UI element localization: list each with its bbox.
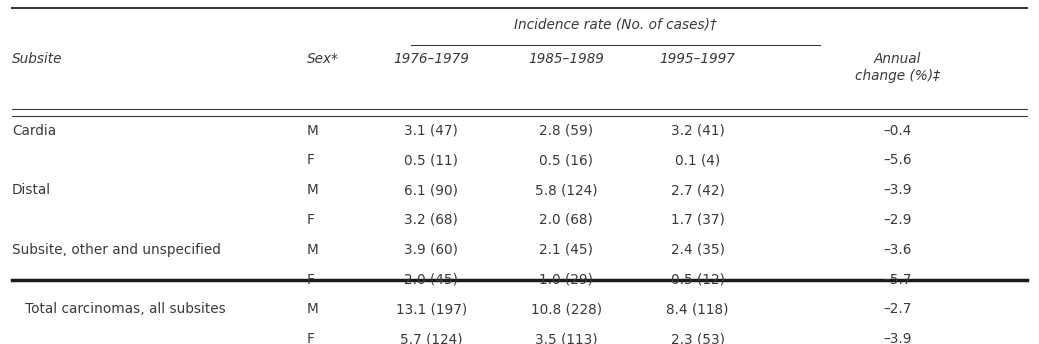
Text: F: F <box>308 272 315 287</box>
Text: 1.7 (37): 1.7 (37) <box>671 213 724 227</box>
Text: 5.7 (124): 5.7 (124) <box>400 332 462 344</box>
Text: Sex*: Sex* <box>308 53 339 66</box>
Text: 5.8 (124): 5.8 (124) <box>535 183 597 197</box>
Text: Subsite, other and unspecified: Subsite, other and unspecified <box>11 243 220 257</box>
Text: 2.3 (53): 2.3 (53) <box>671 332 725 344</box>
Text: 1985–1989: 1985–1989 <box>528 53 604 66</box>
Text: –2.9: –2.9 <box>883 213 912 227</box>
Text: M: M <box>308 302 319 316</box>
Text: 0.5 (12): 0.5 (12) <box>671 272 725 287</box>
Text: Annual
change (%)‡: Annual change (%)‡ <box>855 53 940 83</box>
Text: Distal: Distal <box>11 183 51 197</box>
Text: 6.1 (90): 6.1 (90) <box>404 183 458 197</box>
Text: 13.1 (197): 13.1 (197) <box>396 302 468 316</box>
Text: Cardia: Cardia <box>11 123 56 138</box>
Text: 2.0 (45): 2.0 (45) <box>404 272 458 287</box>
Text: 3.2 (41): 3.2 (41) <box>671 123 724 138</box>
Text: Total carcinomas, all subsites: Total carcinomas, all subsites <box>11 302 225 316</box>
Text: M: M <box>308 243 319 257</box>
Text: Subsite: Subsite <box>11 53 62 66</box>
Text: 0.1 (4): 0.1 (4) <box>675 153 720 168</box>
Text: 3.2 (68): 3.2 (68) <box>404 213 458 227</box>
Text: –5.7: –5.7 <box>883 272 912 287</box>
Text: 1.0 (29): 1.0 (29) <box>539 272 593 287</box>
Text: 3.9 (60): 3.9 (60) <box>404 243 458 257</box>
Text: F: F <box>308 153 315 168</box>
Text: –0.4: –0.4 <box>883 123 912 138</box>
Text: 2.4 (35): 2.4 (35) <box>671 243 725 257</box>
Text: –3.6: –3.6 <box>883 243 912 257</box>
Text: 10.8 (228): 10.8 (228) <box>531 302 602 316</box>
Text: Incidence rate (No. of cases)†: Incidence rate (No. of cases)† <box>514 17 717 31</box>
Text: 0.5 (11): 0.5 (11) <box>404 153 458 168</box>
Text: 3.5 (113): 3.5 (113) <box>535 332 597 344</box>
Text: M: M <box>308 183 319 197</box>
Text: –2.7: –2.7 <box>883 302 912 316</box>
Text: 2.7 (42): 2.7 (42) <box>671 183 724 197</box>
Text: 1995–1997: 1995–1997 <box>660 53 736 66</box>
Text: 8.4 (118): 8.4 (118) <box>666 302 729 316</box>
Text: –3.9: –3.9 <box>883 332 912 344</box>
Text: 3.1 (47): 3.1 (47) <box>404 123 458 138</box>
Text: –5.6: –5.6 <box>883 153 912 168</box>
Text: M: M <box>308 123 319 138</box>
Text: 2.0 (68): 2.0 (68) <box>539 213 593 227</box>
Text: F: F <box>308 332 315 344</box>
Text: 1976–1979: 1976–1979 <box>394 53 470 66</box>
Text: –3.9: –3.9 <box>883 183 912 197</box>
Text: 0.5 (16): 0.5 (16) <box>539 153 593 168</box>
Text: 2.1 (45): 2.1 (45) <box>539 243 593 257</box>
Text: 2.8 (59): 2.8 (59) <box>539 123 593 138</box>
Text: F: F <box>308 213 315 227</box>
